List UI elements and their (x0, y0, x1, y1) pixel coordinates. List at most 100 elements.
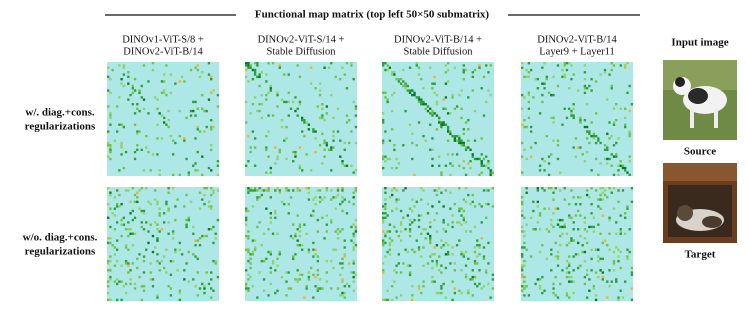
matrix-cell (260, 103, 264, 106)
matrix-cell (210, 169, 213, 172)
matrix-cell (590, 169, 593, 172)
matrix-cell (133, 157, 137, 161)
matrix-cell (339, 262, 342, 265)
matrix-cell (583, 87, 587, 90)
matrix-cell (547, 207, 551, 210)
matrix-cell (442, 244, 445, 247)
matrix-cell (570, 275, 573, 279)
matrix-cell (453, 139, 457, 142)
matrix-cell (332, 134, 335, 138)
matrix-cell (462, 141, 465, 145)
matrix-cell (318, 189, 322, 192)
matrix-cell (464, 173, 468, 177)
matrix-cell (543, 62, 546, 65)
matrix-cell (610, 87, 613, 90)
matrix-cell (413, 91, 416, 95)
matrix-cell (615, 153, 618, 156)
matrix-cell (109, 278, 112, 281)
matrix-cell (298, 166, 302, 170)
matrix-cell (473, 275, 477, 279)
matrix-cell (185, 262, 188, 265)
matrix-cell (624, 107, 627, 110)
matrix-cell (154, 96, 157, 99)
matrix-cell (115, 248, 119, 251)
title-backdrop (236, 6, 508, 24)
matrix-cell (608, 248, 611, 251)
matrix (245, 62, 358, 176)
matrix-cell (165, 64, 168, 67)
matrix-cell (384, 298, 387, 302)
matrix-cell (341, 294, 344, 297)
matrix-cell (482, 75, 486, 79)
matrix-cell (271, 262, 275, 265)
matrix-cell (183, 205, 186, 208)
matrix-cell (624, 125, 627, 129)
matrix-cell (413, 218, 416, 222)
matrix-cell (464, 264, 468, 267)
matrix-cell (585, 130, 589, 133)
matrix-cell (415, 239, 418, 242)
matrix-cell (438, 121, 441, 124)
matrix-cell (606, 148, 609, 152)
matrix-cell (458, 289, 461, 292)
matrix-cell (588, 130, 591, 133)
matrix-cell (189, 114, 193, 117)
matrix-cell (431, 87, 434, 90)
matrix-cell (411, 221, 414, 224)
matrix-cell (429, 255, 432, 258)
matrix-cell (296, 64, 299, 67)
matrix-cell (156, 123, 159, 126)
matrix-cell (305, 287, 308, 290)
matrix-cell (113, 196, 117, 199)
matrix-cell (525, 223, 528, 226)
matrix-cell (124, 228, 128, 231)
matrix-cell (216, 93, 220, 97)
matrix-cell (572, 146, 575, 149)
matrix-cell (207, 166, 211, 170)
matrix-cell (460, 269, 463, 272)
matrix-cell (630, 273, 634, 277)
matrix-cell (163, 121, 166, 124)
matrix-cell (312, 209, 315, 213)
matrix-cell (388, 66, 392, 69)
matrix-cell (287, 287, 290, 290)
matrix-cell (196, 128, 199, 131)
matrix-cell (462, 166, 465, 170)
matrix-cell (521, 255, 524, 258)
matrix-cell (109, 146, 112, 149)
matrix-cell (460, 144, 463, 147)
matrix-cell (478, 64, 481, 67)
matrix-cell (597, 137, 600, 140)
matrix-cell (384, 205, 387, 208)
matrix-cell (592, 132, 596, 136)
matrix-cell (617, 169, 620, 172)
matrix-cell (205, 125, 208, 129)
matrix-cell (395, 200, 398, 204)
matrix-cell (271, 62, 275, 65)
matrix-cell (568, 216, 571, 220)
matrix-cell (309, 266, 313, 270)
matrix-cell (189, 68, 193, 72)
matrix-cell (249, 64, 252, 67)
matrix-cell (384, 96, 387, 99)
matrix-cell (382, 216, 385, 220)
matrix-cell (435, 193, 439, 197)
matrix-cell (285, 157, 288, 161)
matrix-cell (171, 230, 175, 233)
matrix-cell (382, 139, 385, 142)
matrix-cell (615, 278, 618, 281)
matrix-cell (603, 157, 607, 161)
matrix-cell (534, 228, 537, 231)
column-header: DINOv2-ViT-B/14 + (394, 34, 482, 45)
matrix-cell (570, 109, 573, 113)
matrix-cell (451, 246, 454, 249)
matrix-cell (262, 232, 266, 235)
matrix-cell (547, 91, 551, 95)
matrix-cell (420, 103, 423, 106)
matrix-cell (294, 96, 297, 99)
matrix-cell (382, 91, 385, 95)
matrix-cell (480, 160, 483, 163)
matrix-cell (136, 266, 139, 270)
matrix-cell (207, 200, 211, 204)
matrix-cell (442, 107, 445, 110)
